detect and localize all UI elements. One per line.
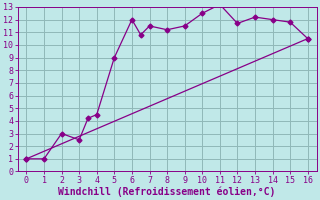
X-axis label: Windchill (Refroidissement éolien,°C): Windchill (Refroidissement éolien,°C) — [58, 186, 276, 197]
